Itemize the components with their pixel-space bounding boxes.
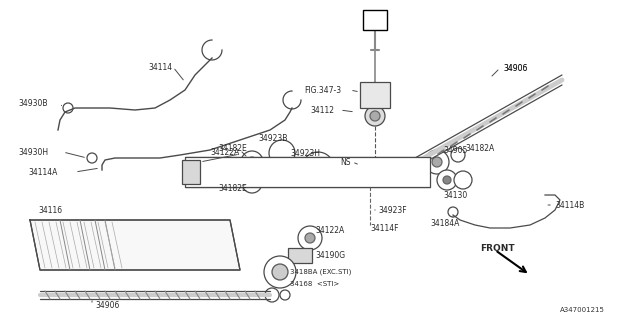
- Circle shape: [241, 151, 263, 173]
- Text: 3418BA (EXC.STI): 3418BA (EXC.STI): [290, 269, 351, 275]
- Text: 34182E: 34182E: [218, 143, 247, 153]
- Polygon shape: [30, 220, 240, 270]
- Text: 34130: 34130: [443, 190, 467, 199]
- Text: 34116: 34116: [38, 205, 62, 214]
- Circle shape: [432, 157, 442, 167]
- Bar: [363, 10, 387, 30]
- Text: 34114: 34114: [148, 62, 172, 71]
- Circle shape: [247, 157, 257, 167]
- Text: NS: NS: [340, 157, 351, 166]
- Text: 34182A: 34182A: [465, 143, 494, 153]
- Circle shape: [242, 173, 262, 193]
- Text: 34168  <STI>: 34168 <STI>: [290, 281, 339, 287]
- Circle shape: [272, 264, 288, 280]
- Circle shape: [425, 150, 449, 174]
- Text: A: A: [371, 15, 378, 25]
- Circle shape: [302, 152, 334, 184]
- Circle shape: [269, 140, 295, 166]
- Circle shape: [443, 176, 451, 184]
- Text: 34906: 34906: [95, 300, 120, 309]
- Circle shape: [280, 290, 290, 300]
- Text: 34182E: 34182E: [218, 183, 247, 193]
- Text: A347001215: A347001215: [560, 307, 605, 313]
- Text: 34923F: 34923F: [378, 205, 406, 214]
- Bar: [185, 157, 430, 187]
- Circle shape: [365, 106, 385, 126]
- Circle shape: [298, 226, 322, 250]
- Text: 34114B: 34114B: [555, 201, 584, 210]
- Text: 34930B: 34930B: [18, 99, 47, 108]
- Bar: [182, 160, 200, 184]
- Circle shape: [305, 233, 315, 243]
- Text: 34906: 34906: [503, 63, 527, 73]
- Text: 34114F: 34114F: [370, 223, 399, 233]
- Text: 34184A: 34184A: [430, 219, 460, 228]
- Bar: [360, 82, 390, 108]
- Text: 34122A: 34122A: [210, 148, 239, 156]
- Text: 34923B: 34923B: [258, 133, 287, 142]
- Text: 34930H: 34930H: [18, 148, 48, 156]
- Circle shape: [248, 179, 256, 187]
- Bar: [288, 248, 312, 263]
- Circle shape: [454, 171, 472, 189]
- Text: FIG.347-3: FIG.347-3: [304, 85, 341, 94]
- Text: 34114A: 34114A: [28, 167, 58, 177]
- Text: 34112: 34112: [310, 106, 334, 115]
- Text: 34190G: 34190G: [315, 251, 345, 260]
- Text: 34905: 34905: [443, 146, 467, 155]
- Text: FRONT: FRONT: [480, 244, 515, 252]
- Circle shape: [264, 256, 296, 288]
- Circle shape: [370, 111, 380, 121]
- Circle shape: [437, 170, 457, 190]
- Text: 34122A: 34122A: [315, 226, 344, 235]
- Text: 34906: 34906: [503, 63, 527, 73]
- Circle shape: [451, 148, 465, 162]
- Circle shape: [265, 288, 279, 302]
- Text: 34923H: 34923H: [290, 148, 320, 157]
